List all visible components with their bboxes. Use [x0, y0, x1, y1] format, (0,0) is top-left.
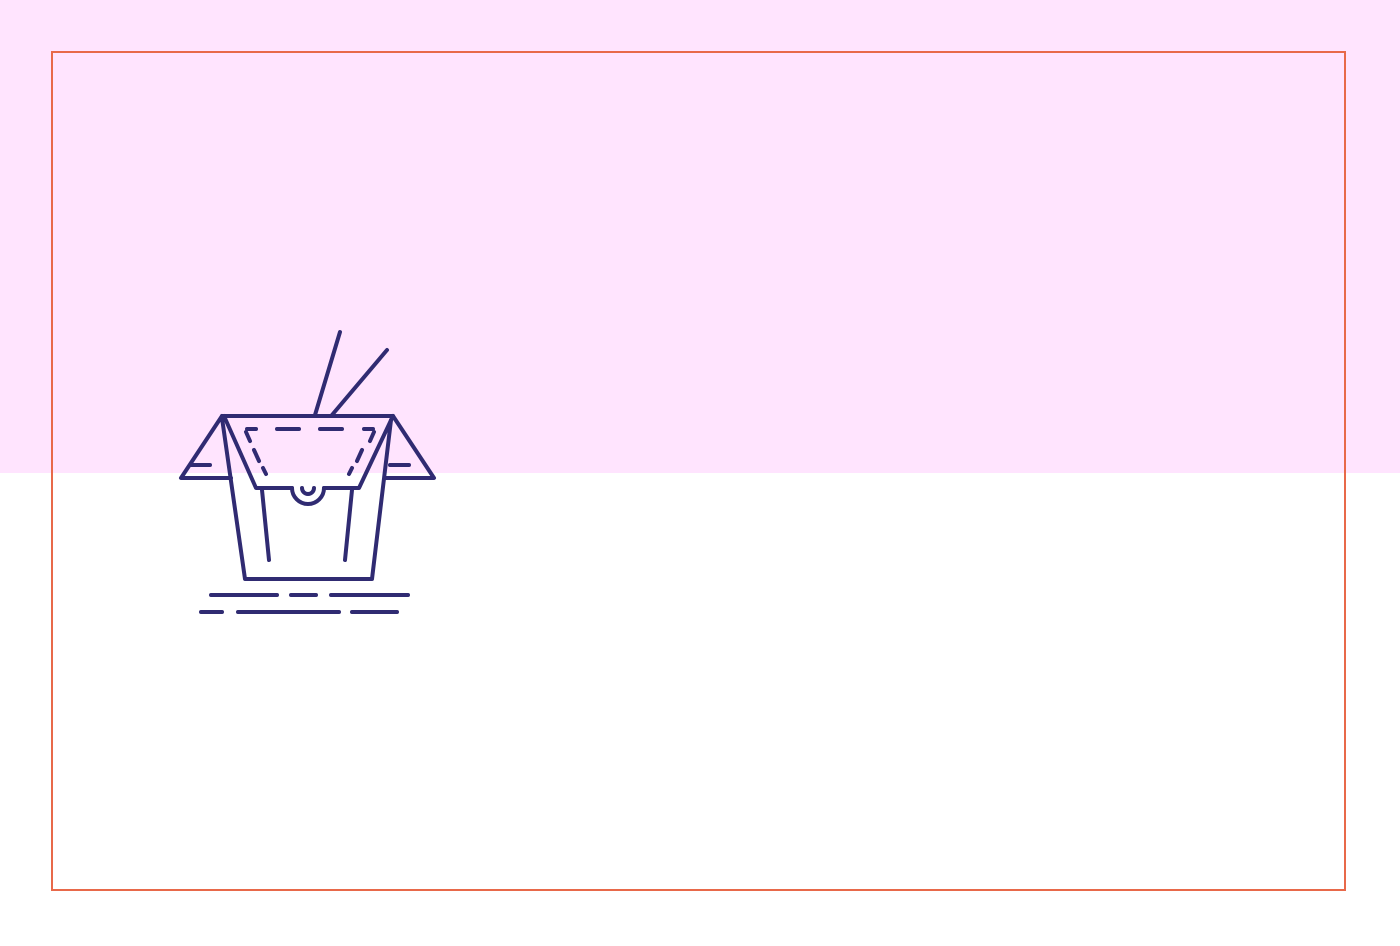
chopsticks-icon: [313, 330, 389, 417]
box-top-icon: [179, 414, 436, 480]
border-frame: [51, 51, 1346, 891]
ground-lines-icon: [199, 593, 410, 614]
takeout-box-svg: [179, 330, 436, 614]
box-lid-icon: [222, 414, 395, 506]
box-body-icon: [220, 416, 393, 581]
takeout-box-icon: [170, 320, 450, 625]
top-background-band: [0, 0, 1400, 473]
bottom-background-band: [0, 473, 1400, 946]
